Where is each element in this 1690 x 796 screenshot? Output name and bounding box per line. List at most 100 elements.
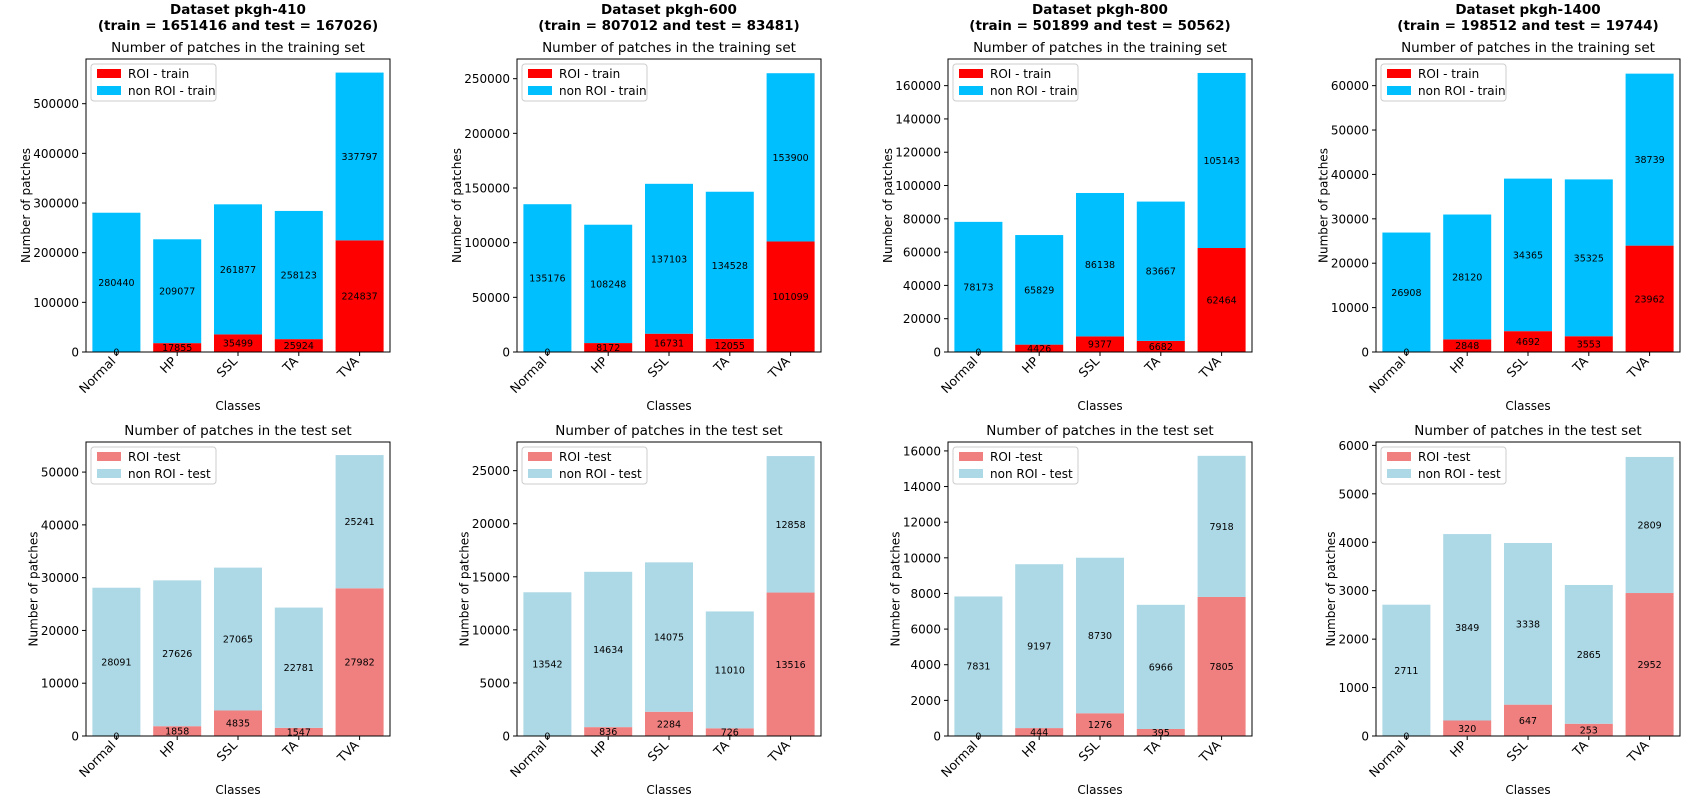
bar-nonroi-train (214, 204, 262, 335)
bar-nonroi-train (954, 221, 1003, 352)
y-tick-label: 100000 (464, 236, 510, 250)
subplot-5: Number of patches in the test set 0 28091 N… (27, 423, 391, 796)
y-tick-label: 40000 (903, 279, 941, 293)
legend-swatch (1387, 452, 1411, 461)
dataset-subtitle: (train = 501899 and test = 50562) (969, 18, 1230, 34)
y-tick-label: 5000 (1338, 487, 1369, 501)
legend-swatch (959, 452, 983, 461)
bar-roi-test (705, 728, 754, 736)
legend-label: non ROI - test (990, 467, 1073, 481)
data-label: 11010 (715, 665, 745, 676)
x-tick-label: Normal (507, 354, 550, 397)
x-tick-label: SSL (213, 353, 240, 380)
legend-swatch (528, 69, 552, 78)
data-label: 12858 (775, 520, 805, 531)
bar-nonroi-train (1443, 214, 1492, 340)
x-tick-label: SSL (644, 353, 671, 380)
y-tick-label: 80000 (903, 212, 941, 226)
y-axis-label: Number of patches (27, 532, 41, 647)
bar-nonroi-train (1136, 201, 1185, 341)
legend-swatch (959, 469, 983, 478)
data-label: 27065 (223, 635, 253, 646)
data-label: 134528 (712, 261, 748, 272)
x-tick-label: Normal (1366, 354, 1409, 397)
data-label: 35325 (1574, 253, 1604, 264)
bar-roi-test (766, 592, 815, 736)
dataset-title: Dataset pkgh-1400 (1455, 2, 1600, 18)
data-label: 3553 (1577, 340, 1601, 351)
x-tick-label: TVA (333, 737, 362, 766)
data-label: 320 (1458, 724, 1476, 735)
bar-roi-train (1564, 336, 1613, 352)
chart-title: Number of patches in the training set (542, 40, 796, 56)
data-label: 1858 (165, 727, 189, 738)
legend-label: non ROI - train (990, 84, 1078, 98)
data-label: 7918 (1210, 522, 1234, 533)
x-axis-label: Classes (1505, 783, 1550, 796)
data-label: 6966 (1149, 662, 1173, 673)
y-tick-label: 3000 (1338, 584, 1369, 598)
data-label: 2952 (1638, 660, 1662, 671)
data-label: 23962 (1634, 294, 1664, 305)
y-tick-label: 400000 (33, 147, 79, 161)
y-tick-label: 10000 (472, 623, 510, 637)
data-label: 6682 (1149, 342, 1173, 353)
y-tick-label: 0 (1361, 730, 1369, 744)
chart-title: Number of patches in the test set (555, 423, 782, 439)
bar-roi-train (153, 343, 202, 352)
data-label: 2865 (1577, 650, 1601, 661)
bar-roi-train (705, 338, 754, 352)
bar-roi-test (1564, 723, 1613, 736)
bar-nonroi-test (523, 592, 572, 736)
bar-nonroi-train (1197, 72, 1246, 249)
dataset-title: Dataset pkgh-600 (601, 2, 737, 18)
bar-nonroi-test (1136, 604, 1185, 729)
bar-roi-test (153, 726, 202, 736)
y-tick-label: 6000 (910, 623, 941, 637)
x-tick-label: TA (1569, 353, 1591, 375)
y-tick-label: 20000 (903, 312, 941, 326)
legend-swatch (97, 86, 121, 95)
x-tick-label: Normal (938, 738, 981, 781)
y-tick-label: 150000 (464, 182, 510, 196)
data-label: 13516 (775, 660, 805, 671)
axes-frame (1375, 441, 1681, 737)
x-tick-label: TVA (1195, 353, 1224, 382)
bar-nonroi-test (954, 596, 1003, 736)
legend-label: ROI - train (128, 67, 189, 81)
data-label: 8730 (1088, 631, 1112, 642)
y-tick-label: 40000 (1331, 168, 1369, 182)
dataset-subtitle: (train = 198512 and test = 19744) (1397, 18, 1658, 34)
bar-roi-test (645, 711, 693, 736)
data-label: 209077 (159, 287, 195, 298)
y-tick-label: 1000 (1338, 681, 1369, 695)
y-tick-label: 10000 (903, 551, 941, 565)
y-tick-label: 140000 (895, 112, 941, 126)
bar-nonroi-train (1564, 179, 1613, 337)
bar-nonroi-train (92, 212, 141, 352)
legend-box (90, 446, 217, 485)
data-label: 14075 (654, 633, 684, 644)
data-label: 2711 (1394, 666, 1418, 677)
axes-frame (1375, 58, 1681, 353)
legend-box (952, 63, 1079, 102)
subplot-8: Number of patches in the test set 0 2711 No… (1324, 423, 1681, 796)
legend-swatch (1387, 69, 1411, 78)
data-label: 9377 (1088, 340, 1112, 351)
x-tick-label: TVA (333, 353, 362, 382)
x-tick-label: TA (710, 737, 732, 759)
data-label: 9197 (1027, 642, 1051, 653)
legend-label: non ROI - test (1418, 467, 1501, 481)
bar-nonroi-test (1443, 534, 1492, 721)
bar-roi-train (766, 241, 815, 352)
bar-roi-test (584, 727, 633, 736)
bar-roi-train (1015, 344, 1064, 352)
data-label: 444 (1030, 728, 1048, 739)
legend-swatch (97, 452, 121, 461)
y-tick-label: 40000 (41, 518, 79, 532)
y-tick-label: 10000 (41, 677, 79, 691)
legend: ROI -test non ROI - test (90, 446, 217, 485)
x-tick-label: SSL (1503, 737, 1530, 764)
subplot-1: Dataset pkgh-410(train = 1651416 and tes… (19, 2, 391, 413)
